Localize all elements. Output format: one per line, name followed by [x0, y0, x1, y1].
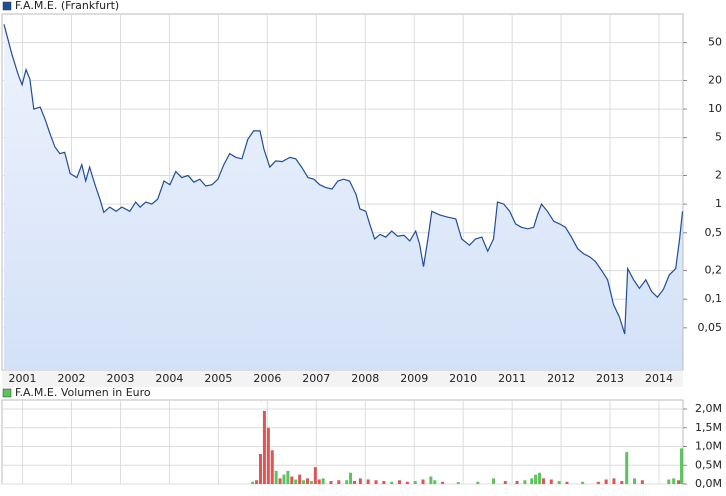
volume-bar [640, 480, 644, 484]
volume-bar [433, 480, 437, 484]
volume-bar [309, 481, 313, 484]
volume-bar [313, 467, 317, 484]
volume-bar [270, 450, 274, 484]
x-tick-label: 2012 [547, 372, 575, 385]
y-tick-label: 0,5 [705, 226, 723, 239]
volume-bar [503, 481, 507, 484]
volume-bar [258, 454, 262, 484]
x-tick-label: 2002 [58, 372, 86, 385]
y-tick-label: 2 [715, 169, 722, 182]
volume-bar [581, 481, 585, 484]
y-tick-label: 10 [708, 102, 722, 115]
volume-bar [680, 448, 684, 484]
y-tick-label: 2,0M [695, 402, 722, 415]
volume-bar [625, 452, 629, 484]
x-tick-label: 2006 [253, 372, 281, 385]
legend-label: F.A.M.E. Volumen in Euro [15, 386, 151, 399]
x-tick-label: 2007 [302, 372, 330, 385]
volume-bar [549, 479, 553, 484]
volume-bar [538, 472, 542, 484]
x-tick-label: 2014 [645, 372, 673, 385]
volume-bar [382, 481, 386, 484]
legend-swatch [2, 1, 12, 11]
volume-bar [321, 478, 325, 484]
volume-bar [290, 476, 294, 484]
y-tick-label: 0,05 [698, 321, 723, 334]
volume-bar [530, 478, 534, 484]
volume-bar [317, 479, 321, 484]
volume-bar [557, 481, 561, 484]
volume-bar [305, 478, 309, 484]
y-tick-label: 1 [715, 197, 722, 210]
volume-bar [677, 480, 681, 484]
volume-bar [429, 476, 433, 484]
volume-bar [441, 481, 445, 484]
volume-bar [349, 472, 353, 484]
volume-bar [255, 480, 259, 484]
volume-bar [286, 470, 290, 484]
volume-bar [262, 410, 266, 484]
x-tick-label: 2010 [449, 372, 477, 385]
volume-bar [612, 478, 616, 484]
volume-bar [541, 478, 545, 484]
volume-bar [604, 479, 608, 484]
x-tick-label: 2008 [351, 372, 379, 385]
y-tick-label: 20 [708, 73, 722, 86]
volume-bar [405, 481, 409, 484]
volume-bar [515, 481, 519, 484]
volume-bar [278, 478, 282, 484]
x-tick-label: 2001 [9, 372, 37, 385]
volume-bar [421, 479, 425, 484]
volume-bar [620, 481, 624, 484]
volume-bar [302, 480, 306, 484]
volume-bar [492, 478, 496, 484]
volume-bar [251, 481, 255, 484]
price-area [3, 24, 683, 371]
volume-bar [345, 480, 349, 484]
volume-bar [294, 479, 298, 484]
x-tick-label: 2005 [204, 372, 232, 385]
volume-bar [282, 474, 286, 484]
y-tick-label: 1,5M [695, 421, 722, 434]
volume-bar [374, 480, 378, 484]
volume-bar [298, 474, 302, 484]
volume-bar [596, 481, 600, 484]
x-tick-label: 2004 [155, 372, 183, 385]
volume-bar [523, 480, 527, 484]
y-tick-label: 50 [708, 36, 722, 49]
volume-bar [633, 478, 637, 484]
volume-bar [667, 479, 671, 484]
volume-bar [398, 480, 402, 484]
volume-bar [358, 478, 362, 484]
volume-bar [390, 481, 394, 484]
x-tick-label: 2009 [400, 372, 428, 385]
legend-swatch [2, 388, 12, 398]
x-axis-band [2, 371, 683, 387]
volume-bar [672, 478, 676, 484]
y-tick-label: 5 [715, 131, 722, 144]
legend-label: F.A.M.E. (Frankfurt) [15, 0, 119, 12]
x-tick-label: 2013 [596, 372, 624, 385]
y-tick-label: 0,1 [705, 292, 723, 305]
volume-bar [413, 481, 417, 484]
volume-bar [565, 481, 569, 484]
y-tick-label: 0,2 [705, 264, 723, 277]
price-line [3, 24, 684, 335]
volume-bar [329, 481, 333, 484]
volume-bar [352, 481, 356, 484]
y-tick-label: 0,0M [695, 477, 722, 490]
volume-bar [337, 480, 341, 484]
volume-plot-frame [1, 399, 684, 485]
volume-bar [456, 482, 460, 484]
volume-bar [366, 479, 370, 484]
y-tick-label: 1,0M [695, 440, 722, 453]
volume-bar [534, 474, 538, 484]
volume-bar [266, 427, 270, 484]
volume-bar [476, 481, 480, 484]
x-tick-label: 2003 [106, 372, 134, 385]
volume-bar [274, 470, 278, 484]
y-tick-label: 0,5M [695, 458, 722, 471]
x-tick-label: 2011 [498, 372, 526, 385]
